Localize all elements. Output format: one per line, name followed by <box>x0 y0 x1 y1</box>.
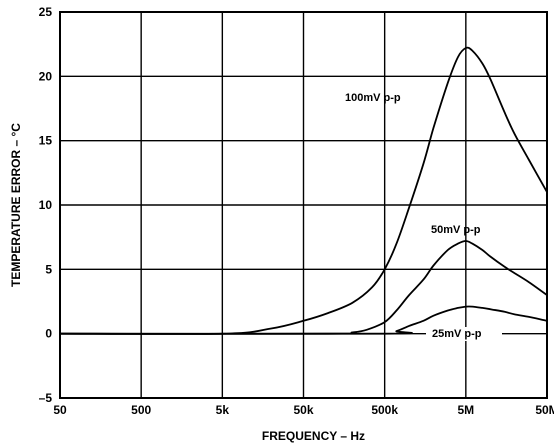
x-tick-label: 5M <box>457 403 474 417</box>
plot-frame <box>59 11 548 399</box>
y-tick-label: –5 <box>39 391 53 405</box>
x-tick-label: 50 <box>53 403 67 417</box>
y-tick-label: 5 <box>45 262 52 276</box>
x-axis-label: FREQUENCY – Hz <box>262 429 365 443</box>
y-axis-label: TEMPERATURE ERROR – °C <box>9 123 23 287</box>
series-group <box>59 46 548 335</box>
annotation-1: 100mV p-p <box>345 92 401 104</box>
tick-labels: 50 500 5k 50k 500k 5M 50M –5 0 5 10 15 20 25 <box>39 5 554 417</box>
y-tick-label: 10 <box>39 198 53 212</box>
x-tick-label: 500 <box>131 403 151 417</box>
series-line-3 <box>59 305 548 335</box>
x-tick-label: 5k <box>216 403 230 417</box>
annotation-background <box>426 327 502 341</box>
series-line-1 <box>59 46 548 335</box>
y-tick-label: 25 <box>39 5 53 19</box>
series-annotations: 100mV p-p 50mV p-p 25mV p-p <box>345 92 502 341</box>
y-tick-label: 15 <box>39 134 53 148</box>
x-tick-label: 500k <box>371 403 398 417</box>
annotation-3: 25mV p-p <box>432 328 482 340</box>
y-tick-label: 0 <box>45 327 52 341</box>
annotation-2: 50mV p-p <box>431 224 481 236</box>
y-tick-label: 20 <box>39 69 53 83</box>
x-tick-label: 50M <box>535 403 554 417</box>
x-tick-label: 50k <box>293 403 313 417</box>
series-line-2 <box>59 240 548 335</box>
